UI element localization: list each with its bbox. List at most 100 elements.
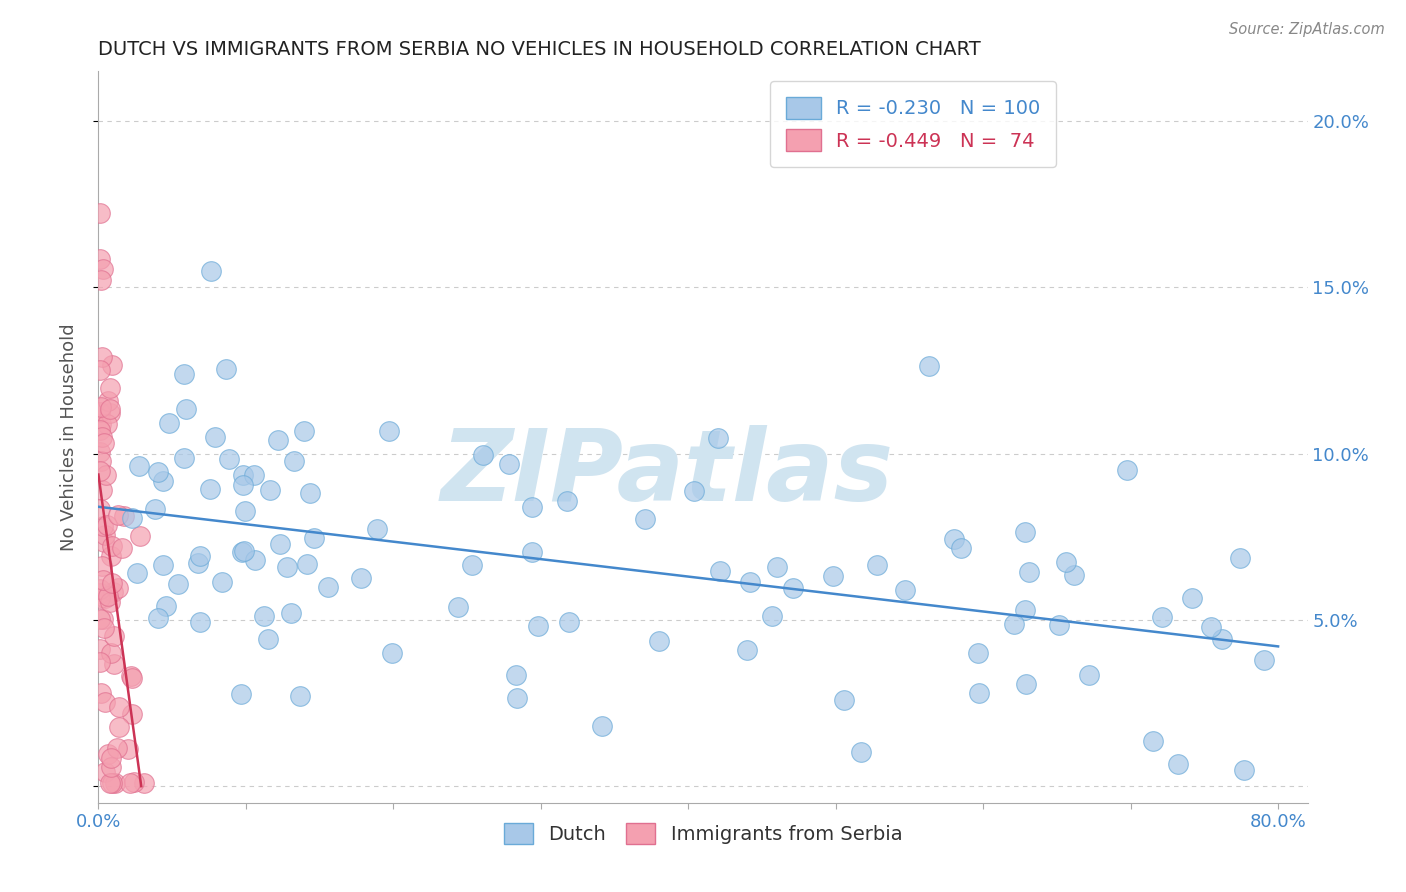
Point bbox=[269, 537, 291, 551]
Point bbox=[233, 543, 256, 558]
Point bbox=[1047, 617, 1070, 632]
Point bbox=[100, 751, 122, 765]
Point bbox=[299, 486, 322, 500]
Point bbox=[98, 381, 121, 395]
Point bbox=[100, 646, 122, 660]
Point bbox=[267, 433, 290, 447]
Point bbox=[91, 430, 114, 444]
Point bbox=[232, 468, 254, 483]
Point bbox=[231, 687, 253, 701]
Point bbox=[283, 454, 305, 468]
Point bbox=[1063, 568, 1085, 582]
Point bbox=[97, 747, 120, 761]
Point bbox=[91, 574, 114, 588]
Point bbox=[198, 483, 221, 497]
Point bbox=[683, 483, 706, 498]
Point bbox=[117, 742, 139, 756]
Point bbox=[89, 591, 111, 606]
Point bbox=[823, 568, 845, 582]
Point bbox=[128, 459, 150, 474]
Point bbox=[98, 594, 121, 608]
Point bbox=[555, 494, 578, 508]
Point bbox=[98, 402, 121, 417]
Point bbox=[112, 508, 135, 523]
Point bbox=[782, 581, 804, 595]
Point bbox=[125, 566, 148, 580]
Point bbox=[173, 450, 195, 465]
Point bbox=[461, 558, 484, 573]
Point bbox=[107, 740, 129, 755]
Point bbox=[591, 718, 613, 732]
Point bbox=[557, 615, 579, 630]
Point bbox=[366, 522, 388, 536]
Point bbox=[93, 535, 115, 549]
Point bbox=[648, 633, 671, 648]
Point bbox=[103, 629, 125, 643]
Point bbox=[107, 508, 129, 522]
Point bbox=[832, 692, 855, 706]
Text: ZIPatlas: ZIPatlas bbox=[440, 425, 893, 522]
Point bbox=[498, 457, 520, 471]
Point bbox=[259, 483, 281, 497]
Point bbox=[128, 529, 150, 543]
Point bbox=[96, 417, 118, 431]
Legend: Dutch, Immigrants from Serbia: Dutch, Immigrants from Serbia bbox=[496, 815, 910, 852]
Point bbox=[1211, 632, 1233, 647]
Point bbox=[1077, 668, 1099, 682]
Point bbox=[188, 549, 211, 564]
Point bbox=[707, 431, 730, 445]
Point bbox=[89, 444, 111, 458]
Point bbox=[111, 541, 134, 556]
Point bbox=[942, 532, 965, 546]
Point bbox=[101, 358, 124, 372]
Point bbox=[243, 467, 266, 482]
Point bbox=[97, 590, 120, 604]
Point bbox=[866, 558, 889, 572]
Point bbox=[243, 553, 266, 567]
Point bbox=[188, 615, 211, 629]
Point bbox=[96, 517, 118, 532]
Point bbox=[851, 745, 873, 759]
Point bbox=[232, 478, 254, 492]
Point bbox=[1115, 463, 1137, 477]
Point bbox=[90, 417, 112, 431]
Point bbox=[89, 501, 111, 516]
Point bbox=[215, 362, 238, 376]
Y-axis label: No Vehicles in Household: No Vehicles in Household bbox=[59, 323, 77, 551]
Point bbox=[152, 558, 174, 572]
Point bbox=[97, 394, 120, 409]
Point bbox=[103, 585, 125, 599]
Point bbox=[89, 656, 111, 670]
Point bbox=[1018, 565, 1040, 579]
Point bbox=[1150, 610, 1173, 624]
Point bbox=[218, 451, 240, 466]
Point bbox=[1199, 620, 1222, 634]
Point bbox=[152, 474, 174, 488]
Point bbox=[100, 776, 122, 790]
Point bbox=[90, 686, 112, 700]
Point bbox=[89, 404, 111, 418]
Point bbox=[93, 261, 115, 276]
Point bbox=[100, 760, 122, 774]
Point bbox=[381, 646, 404, 660]
Point bbox=[107, 720, 129, 734]
Point bbox=[89, 586, 111, 600]
Point bbox=[211, 575, 233, 590]
Point bbox=[967, 686, 990, 700]
Point bbox=[90, 350, 112, 364]
Point bbox=[157, 417, 180, 431]
Point bbox=[89, 205, 111, 219]
Point bbox=[103, 657, 125, 672]
Point bbox=[143, 502, 166, 516]
Point bbox=[90, 400, 112, 414]
Point bbox=[146, 466, 169, 480]
Point bbox=[1142, 733, 1164, 747]
Point bbox=[527, 619, 550, 633]
Point bbox=[1229, 551, 1251, 566]
Point bbox=[709, 564, 731, 578]
Point bbox=[1002, 617, 1025, 632]
Point bbox=[949, 541, 972, 556]
Point bbox=[100, 406, 122, 420]
Point bbox=[122, 775, 145, 789]
Point bbox=[89, 423, 111, 437]
